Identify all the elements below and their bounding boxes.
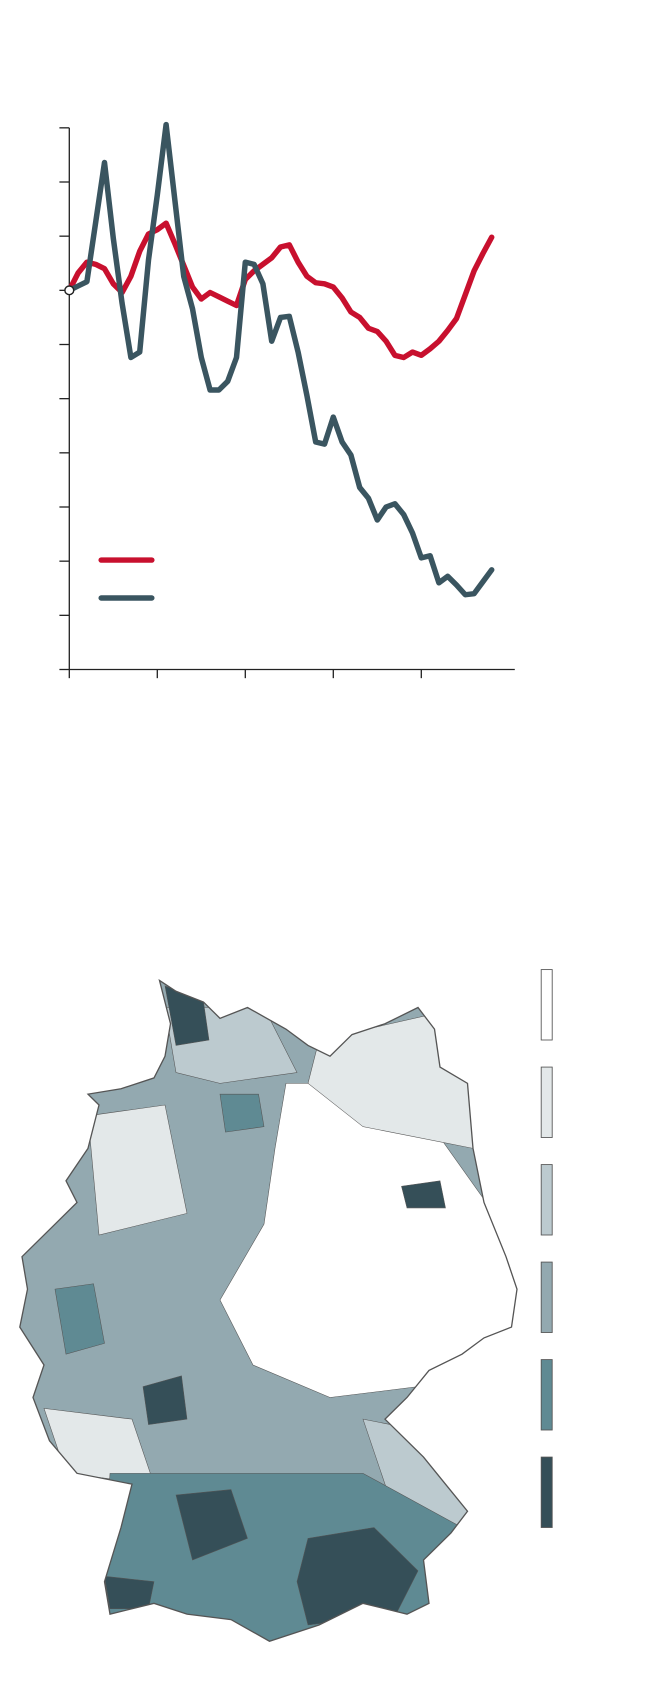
map-regions xyxy=(19,980,517,1642)
map-region xyxy=(104,1575,155,1610)
line-chart xyxy=(59,121,515,679)
map-region xyxy=(98,1473,463,1642)
map-region xyxy=(401,1180,446,1209)
data-line xyxy=(66,220,495,361)
legend-swatch xyxy=(540,1164,553,1236)
legend-swatch xyxy=(540,1261,553,1333)
legend-swatch xyxy=(540,1066,553,1138)
legend-swatch xyxy=(540,1359,553,1431)
legend-swatch xyxy=(540,969,553,1041)
data-line xyxy=(66,121,495,598)
map-region xyxy=(175,1489,248,1561)
map-region xyxy=(142,1375,188,1425)
map xyxy=(19,969,553,1642)
map-legend xyxy=(540,969,553,1528)
start-marker xyxy=(64,285,75,296)
map-region xyxy=(54,1283,105,1355)
legend-swatch xyxy=(540,1456,553,1528)
map-region xyxy=(219,1093,265,1133)
map-outline xyxy=(19,978,518,1642)
map-region xyxy=(87,1104,188,1236)
